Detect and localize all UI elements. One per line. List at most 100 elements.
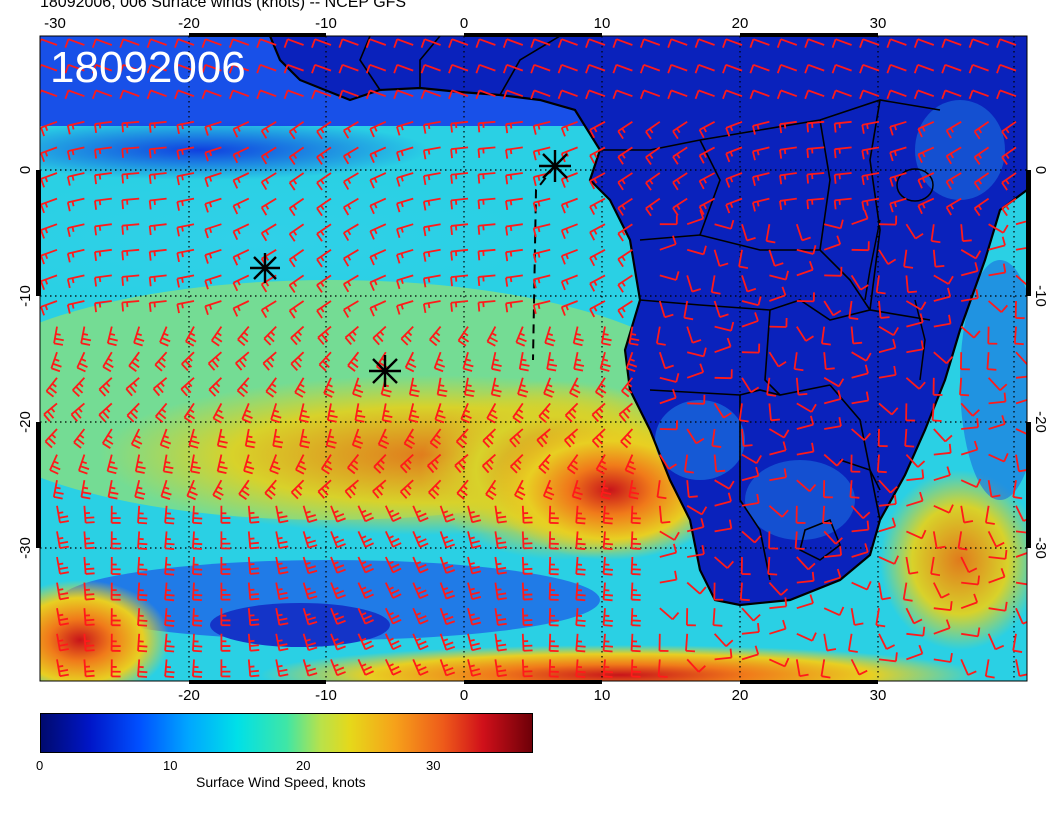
wind-barb (591, 402, 606, 423)
wind-barb (833, 172, 852, 184)
wind-barb (686, 209, 705, 226)
wind-barb (212, 479, 224, 501)
wind-barb (316, 197, 332, 217)
wind-barb (1015, 351, 1027, 366)
wind-barb (247, 505, 260, 524)
lat-label-right: -10 (1032, 285, 1049, 307)
wind-barb (347, 351, 360, 372)
wind-barb (369, 146, 387, 163)
wind-barb (1015, 399, 1027, 405)
wind-barb (357, 633, 374, 651)
wind-barb (878, 249, 897, 265)
wind-barb (320, 454, 333, 475)
wind-barb (698, 146, 716, 164)
wind-barb (475, 38, 496, 48)
wind-barb (294, 377, 306, 398)
wind-barb (302, 607, 318, 626)
wind-barb (94, 248, 112, 262)
wind-barb (768, 249, 784, 267)
wind-barb (548, 556, 559, 576)
wind-barb (686, 505, 708, 516)
wind-barb (494, 659, 507, 678)
wind-barb (521, 505, 533, 524)
wind-barb (56, 556, 69, 575)
wind-barb (369, 300, 387, 317)
wind-barb (192, 608, 203, 627)
wind-barb (404, 351, 417, 373)
wind-barb (164, 608, 175, 627)
wind-barb (228, 63, 250, 74)
wind-barb (906, 644, 924, 661)
wind-barb (714, 556, 735, 569)
wind-barb (502, 38, 524, 48)
wind-barb (73, 428, 86, 449)
wind-barb (560, 197, 578, 214)
wind-barb (429, 428, 442, 449)
wind-barb (645, 146, 661, 166)
wind-barb (575, 556, 586, 576)
wind-barb (875, 608, 886, 628)
wind-barb (1001, 172, 1017, 191)
wind-barb (988, 453, 1009, 463)
wind-barb (260, 300, 277, 318)
wind-barb (176, 146, 195, 160)
wind-barb (40, 300, 58, 316)
wind-barb (987, 480, 1001, 498)
wind-barb (201, 89, 222, 100)
wind-barb (768, 428, 790, 439)
wind-barb (823, 377, 845, 388)
wind-barb (544, 326, 556, 347)
wind-barb (933, 314, 952, 328)
wind-barb (713, 249, 729, 267)
wind-barb (247, 531, 260, 550)
wind-barb (311, 38, 332, 48)
wind-barb (275, 556, 289, 575)
lat-label-left: -20 (17, 411, 34, 433)
wind-barb (137, 531, 148, 550)
wind-barb (861, 120, 880, 134)
wind-barb (412, 633, 429, 651)
coastline (268, 36, 1027, 607)
wind-barb (422, 172, 441, 186)
wind-barb (795, 659, 809, 678)
wind-barb (530, 38, 551, 48)
wind-barb (658, 633, 669, 652)
wind-barb (515, 326, 527, 347)
wind-barb (263, 325, 277, 346)
wind-barb (667, 38, 688, 48)
wind-barb (422, 120, 441, 134)
wind-barb (121, 172, 140, 184)
wind-barb (933, 652, 953, 663)
wind-barb (1015, 220, 1027, 226)
wind-barb (467, 582, 482, 600)
wind-barb (906, 469, 925, 482)
wind-barb (698, 172, 716, 190)
wind-barb (710, 275, 721, 295)
wind-barb (393, 63, 414, 74)
wind-barb (741, 377, 760, 393)
wind-barb (422, 274, 441, 288)
wind-barb (1015, 530, 1027, 534)
wind-barb (450, 146, 469, 159)
wind-barb (823, 606, 845, 617)
wind-barb (505, 274, 523, 287)
wind-barb (725, 172, 743, 188)
wind-barb (342, 300, 359, 318)
wind-barb (889, 120, 907, 136)
colorbar-tick-label: 30 (426, 758, 441, 773)
wind-barb (1015, 552, 1027, 558)
wind-barb (369, 120, 387, 138)
wind-barb (290, 325, 305, 346)
wind-barb (354, 403, 366, 423)
wind-barb (521, 556, 533, 575)
map-title: 18092006, 006 Surface winds (knots) -- N… (40, 0, 407, 11)
wind-barb (741, 645, 760, 661)
wind-barb (137, 556, 148, 576)
wind-barb (164, 659, 175, 679)
wind-barb (40, 120, 58, 137)
wind-barb (851, 428, 872, 441)
wind-barb (795, 505, 806, 524)
wind-barb (659, 543, 678, 558)
wind-barb (933, 274, 954, 285)
wind-barb (467, 505, 482, 524)
